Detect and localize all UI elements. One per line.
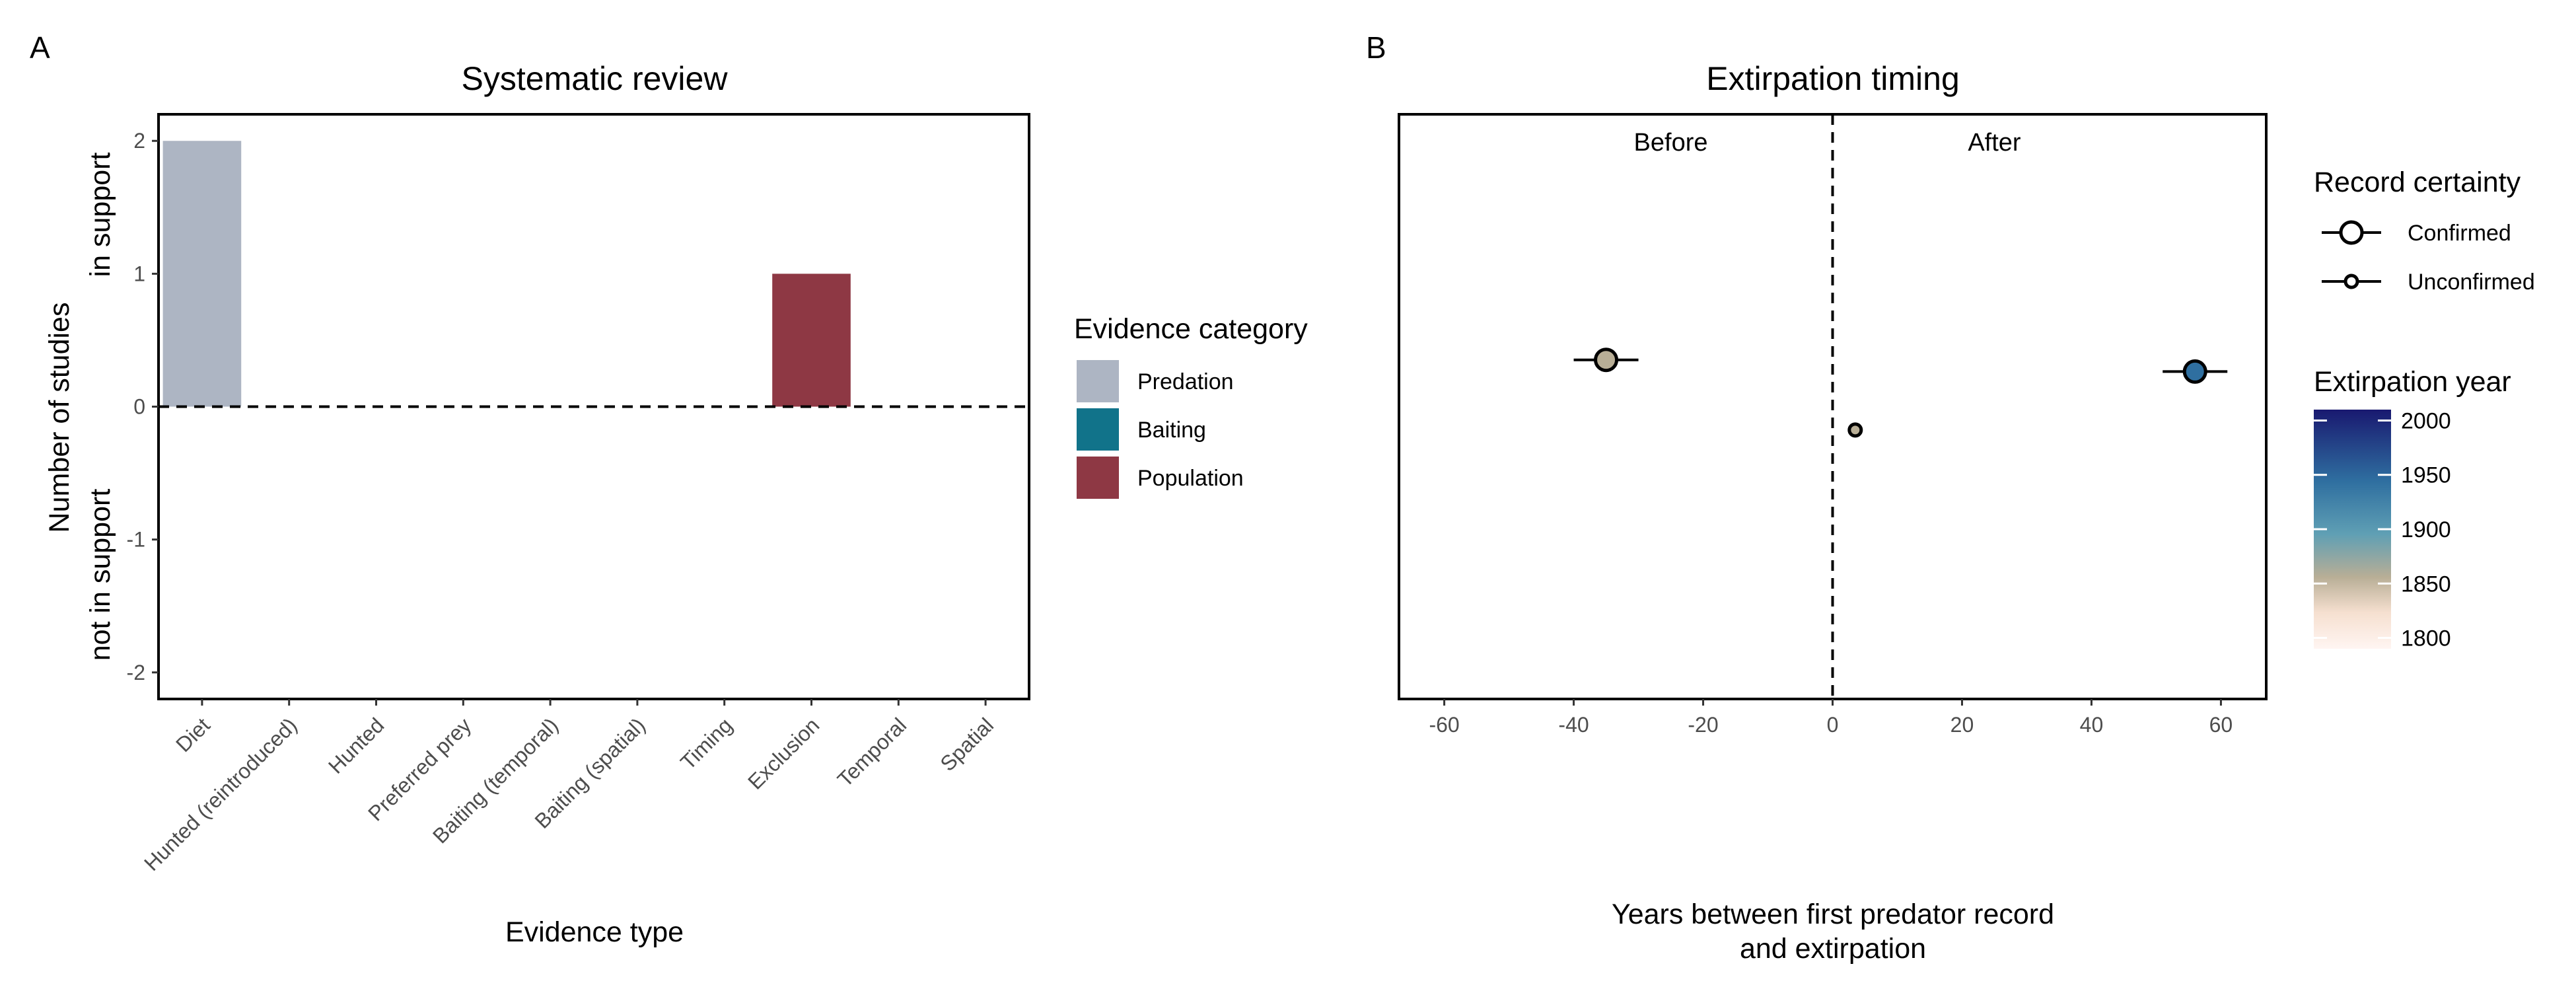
chart-a-ylabel-line2: in support — [85, 153, 116, 277]
chart-a-ylabel-line2-group: in support — [85, 153, 116, 277]
legend-evidence-title: Evidence category — [1074, 313, 1308, 345]
legend-certainty-title: Record certainty — [2314, 166, 2521, 198]
year-tick-label: 1950 — [2401, 463, 2451, 488]
chart-a-ylabel-line1-group: Number of studies — [44, 303, 75, 533]
legend-unconfirmed-marker — [2343, 274, 2359, 289]
xtick-label: Diet — [171, 713, 215, 756]
legend-evidence-entries: Predation Baiting Population — [1077, 360, 1244, 499]
panel-b-tag: B — [1366, 30, 1386, 65]
bar-diet — [162, 141, 242, 407]
xtick-label: -60 — [1429, 713, 1459, 737]
legend-extirpation-year: Extirpation year 2000 1950 1900 1850 1800 — [2314, 366, 2511, 651]
chart-b-xlabel-line1: Years between first predator record — [1612, 899, 2054, 930]
xtick-label: Spatial — [935, 713, 998, 776]
chart-b-x-axis: -60 -40 -20 0 20 40 60 — [1429, 699, 2233, 737]
chart-b-xlabel-line2: and extirpation — [1740, 933, 1926, 965]
ytick-label: -2 — [127, 661, 145, 684]
ytick-label: 1 — [133, 262, 145, 285]
legend-certainty-confirmed: Confirmed — [2322, 220, 2511, 246]
chart-a-title: Systematic review — [462, 60, 729, 97]
legend-key-population — [1077, 457, 1119, 499]
year-tick-label: 1800 — [2401, 626, 2451, 651]
point-unconfirmed — [1847, 422, 1863, 438]
xtick-label: Hunted — [324, 713, 388, 778]
legend-record-certainty: Record certainty Confirmed Unconfirmed — [2314, 166, 2535, 295]
point-confirmed — [1594, 348, 1619, 373]
legend-year-ticks: 2000 1950 1900 1850 1800 — [2314, 408, 2451, 651]
legend-key-predation — [1077, 360, 1119, 402]
ytick-label: 2 — [133, 129, 145, 153]
panel-b-timing-chart: Extirpation timing Before After -60 -40 -2… — [1398, 60, 2268, 965]
year-tick-label: 2000 — [2401, 408, 2451, 433]
year-tick-label: 1850 — [2401, 571, 2451, 597]
chart-a-bars — [162, 141, 851, 407]
legend-year-title: Extirpation year — [2314, 366, 2511, 398]
xtick-label: 20 — [1950, 713, 1974, 737]
legend-certainty-unconfirmed: Unconfirmed — [2322, 270, 2535, 295]
xtick-label: -40 — [1558, 713, 1589, 737]
xtick-label: 60 — [2209, 713, 2233, 737]
legend-label-baiting: Baiting — [1137, 418, 1206, 443]
ytick-label: 0 — [133, 395, 145, 419]
legend-label-population: Population — [1137, 466, 1244, 491]
xtick-label: Temporal — [833, 713, 912, 791]
chart-a-xlabel: Evidence type — [505, 916, 684, 948]
point-confirmed — [2182, 359, 2207, 384]
legend-unconfirmed-label: Unconfirmed — [2408, 270, 2535, 295]
chart-a-ylabel-line3: not in support — [85, 489, 116, 661]
legend-evidence-category: Evidence category Predation Baiting Popula… — [1074, 313, 1308, 499]
panel-a-tag: A — [30, 30, 50, 65]
xtick-label: 40 — [2080, 713, 2104, 737]
bar-exclusion — [772, 274, 851, 407]
chart-a-ylabel-line1: Number of studies — [44, 303, 75, 533]
xtick-label: Hunted (reintroduced) — [139, 713, 302, 875]
ytick-label: -1 — [127, 528, 145, 552]
xtick-label: -20 — [1688, 713, 1718, 737]
chart-b-before-label: Before — [1634, 129, 1708, 157]
xtick-label: 0 — [1827, 713, 1839, 737]
legend-label-predation: Predation — [1137, 369, 1234, 394]
chart-b-after-label: After — [1968, 129, 2021, 157]
xtick-label: Exclusion — [743, 713, 824, 793]
chart-b-title: Extirpation timing — [1706, 60, 1960, 97]
chart-b-points — [1573, 348, 2228, 438]
xtick-label: Timing — [676, 713, 737, 774]
year-tick-label: 1900 — [2401, 517, 2451, 542]
legend-confirmed-label: Confirmed — [2408, 221, 2511, 246]
legend-key-baiting — [1077, 408, 1119, 451]
chart-a-ylabel-line3-group: not in support — [85, 489, 116, 661]
chart-a-y-axis: -2 -1 0 1 2 — [127, 129, 159, 684]
legend-confirmed-marker — [2339, 220, 2364, 245]
